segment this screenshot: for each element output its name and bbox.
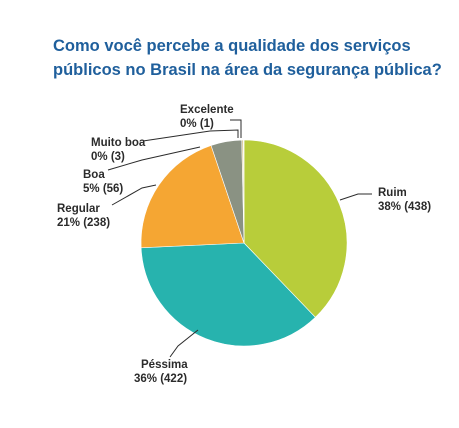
- slice-label-muito-boa: Muito boa: [91, 137, 146, 149]
- slice-value-excelente: 0% (1): [180, 118, 214, 130]
- chart-title: Como você percebe a qualidade dos serviç…: [53, 34, 453, 82]
- chart-title-line-1: Como você percebe a qualidade dos serviç…: [53, 37, 411, 55]
- pie-slice-ruim: [243, 139, 348, 318]
- slice-label-pessima: Péssima: [141, 359, 188, 371]
- slice-label-excelente: Excelente: [180, 104, 234, 116]
- slice-value-boa: 5% (56): [83, 183, 123, 195]
- chart-title-line-2: públicos no Brasil na área da segurança …: [53, 61, 442, 79]
- slice-value-pessima: 36% (422): [134, 373, 187, 385]
- slice-value-ruim: 38% (438): [378, 201, 431, 213]
- leader-regular: [111, 184, 157, 206]
- pie-slice-regular: [140, 145, 245, 249]
- slice-value-muito-boa: 0% (3): [91, 151, 125, 163]
- leader-muito-boa: [142, 129, 239, 142]
- leader-boa: [107, 146, 201, 171]
- pie-slice-excelente: [243, 139, 245, 244]
- pie-slices: [140, 139, 348, 347]
- slice-label-boa: Boa: [83, 169, 105, 181]
- slice-label-ruim: Ruim: [378, 187, 407, 199]
- leader-pessima: [169, 329, 199, 358]
- pie-slice-p-ssima: [140, 242, 316, 347]
- leader-lines: [107, 119, 372, 358]
- leader-ruim: [339, 193, 372, 201]
- slice-value-regular: 21% (238): [57, 217, 110, 229]
- leader-excelente: [230, 119, 242, 138]
- slice-label-regular: Regular: [57, 203, 100, 215]
